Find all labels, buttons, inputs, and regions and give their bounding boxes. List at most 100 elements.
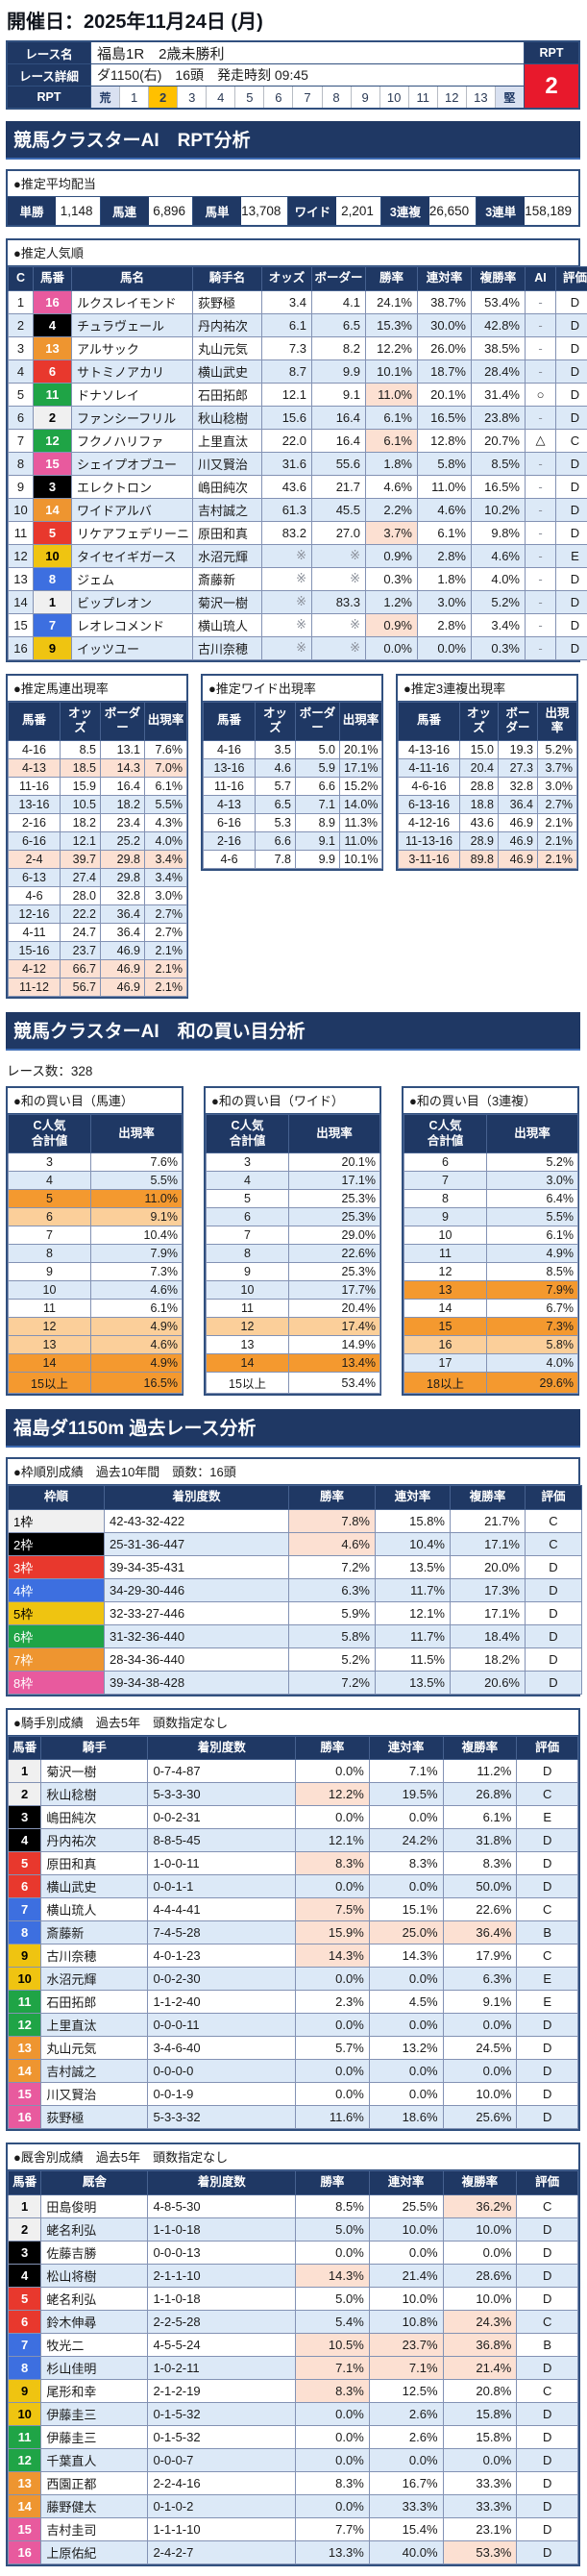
record-cell: 0-1-5-32 — [148, 2403, 296, 2426]
win-rate-cell: 2.3% — [296, 1991, 370, 2014]
quinella-rate-cell: 16.7% — [369, 2472, 443, 2495]
border-cell: 7.1 — [296, 795, 340, 813]
payout-type-label: 3連単 — [477, 197, 525, 225]
eval-cell: B — [517, 1921, 578, 1944]
horse-number-cell: 3 — [34, 475, 72, 498]
jockey-name-cell: 横山琉人 — [193, 613, 262, 636]
odds-cell: 3.4 — [262, 290, 312, 313]
c-rank-cell: 12 — [9, 544, 34, 567]
show-rate-cell: 33.3% — [443, 2495, 517, 2518]
show-rate-cell: 0.0% — [443, 2014, 517, 2037]
rate-cell: 2.1% — [538, 831, 577, 850]
quinella-rate-cell: 21.4% — [369, 2265, 443, 2288]
record-cell: 2-4-2-7 — [148, 2541, 296, 2564]
show-rate-cell: 36.2% — [443, 2195, 517, 2218]
jockey-name-cell: 嶋田純次 — [193, 475, 262, 498]
quinella-rate-cell: 5.8% — [418, 452, 472, 475]
quinella-rate-cell: 11.5% — [376, 1647, 451, 1671]
payout-value: 1,148 — [56, 197, 100, 225]
show-rate-cell: 11.2% — [443, 1760, 517, 1783]
eval-cell: D — [517, 1760, 578, 1783]
record-cell: 0-7-4-87 — [148, 1760, 296, 1783]
c-sum-cell: 12 — [9, 1318, 91, 1336]
c-sum-cell: 14 — [404, 1300, 487, 1318]
column-header: 馬名 — [72, 267, 193, 291]
rate-cell: 4.9% — [91, 1354, 183, 1373]
rate-cell: 8.5% — [487, 1263, 578, 1281]
payout-value: 6,896 — [149, 197, 193, 225]
combination-cell: 4-13 — [204, 795, 256, 813]
record-cell: 4-8-5-30 — [148, 2195, 296, 2218]
rate-cell: 2.1% — [145, 959, 187, 978]
show-rate-cell: 53.4% — [472, 290, 526, 313]
ai-mark-cell: △ — [526, 429, 556, 452]
rate-cell: 20.4% — [289, 1300, 380, 1318]
jockey-name-cell: 秋山稔樹 — [41, 1783, 148, 1806]
c-sum-cell: 16 — [404, 1336, 487, 1354]
horse-number-cell: 6 — [34, 359, 72, 383]
payout-value: 2,201 — [336, 197, 380, 225]
c-rank-cell: 16 — [9, 636, 34, 659]
horse-name-cell: ジェム — [72, 567, 193, 590]
show-rate-cell: 24.5% — [443, 2037, 517, 2060]
ai-mark-cell: - — [526, 475, 556, 498]
combination-cell: 4-13-16 — [399, 740, 460, 758]
quinella-rate-cell: 12.5% — [369, 2380, 443, 2403]
c-rank-cell: 15 — [9, 613, 34, 636]
jockey-name-cell: 古川奈穂 — [41, 1944, 148, 1968]
border-cell: 18.2 — [101, 795, 145, 813]
win-rate-cell: 7.2% — [289, 1671, 376, 1694]
win-rate-cell: 5.7% — [296, 2037, 370, 2060]
win-rate-cell: 3.7% — [366, 521, 418, 544]
eval-cell: D — [556, 359, 587, 383]
show-rate-cell: 42.8% — [472, 313, 526, 336]
jockey-name-cell: 原田和真 — [41, 1852, 148, 1875]
show-rate-cell: 23.1% — [443, 2518, 517, 2541]
stable-name-cell: 伊藤圭三 — [41, 2403, 148, 2426]
record-cell: 3-4-6-40 — [148, 2037, 296, 2060]
payout-type-label: ワイド — [288, 197, 336, 225]
c-sum-cell: 11 — [9, 1300, 91, 1318]
wide-rate-title: ●推定ワイド出現率 — [203, 676, 381, 702]
horse-number-cell: 9 — [34, 636, 72, 659]
eval-cell: C — [517, 1944, 578, 1968]
stable-name-cell: 蛯名利弘 — [41, 2218, 148, 2242]
rate-cell: 14.9% — [289, 1336, 380, 1354]
header-row: 馬番オッズボーダー出現率 — [399, 702, 577, 740]
column-header: 勝率 — [296, 1736, 370, 1760]
win-rate-cell: 2.2% — [366, 498, 418, 521]
rate-cell: 3.0% — [538, 777, 577, 795]
date-heading: 開催日：2025年11月24日 (月) — [6, 4, 580, 40]
c-sum-cell: 15 — [404, 1318, 487, 1336]
c-sum-cell: 9 — [9, 1263, 91, 1281]
record-cell: 0-0-2-30 — [148, 1968, 296, 1991]
combination-cell: 4-16 — [204, 740, 256, 758]
horse-number-cell: 6 — [9, 1875, 41, 1898]
rate-cell: 10.4% — [91, 1226, 183, 1245]
rate-cell: 4.3% — [145, 813, 187, 831]
border-cell: 9.9 — [296, 850, 340, 868]
show-rate-cell: 21.7% — [451, 1509, 526, 1532]
show-rate-cell: 36.8% — [443, 2334, 517, 2357]
ai-mark-cell: - — [526, 544, 556, 567]
rate-cell: 4.6% — [91, 1281, 183, 1300]
horse-number-cell: 12 — [9, 2014, 41, 2037]
